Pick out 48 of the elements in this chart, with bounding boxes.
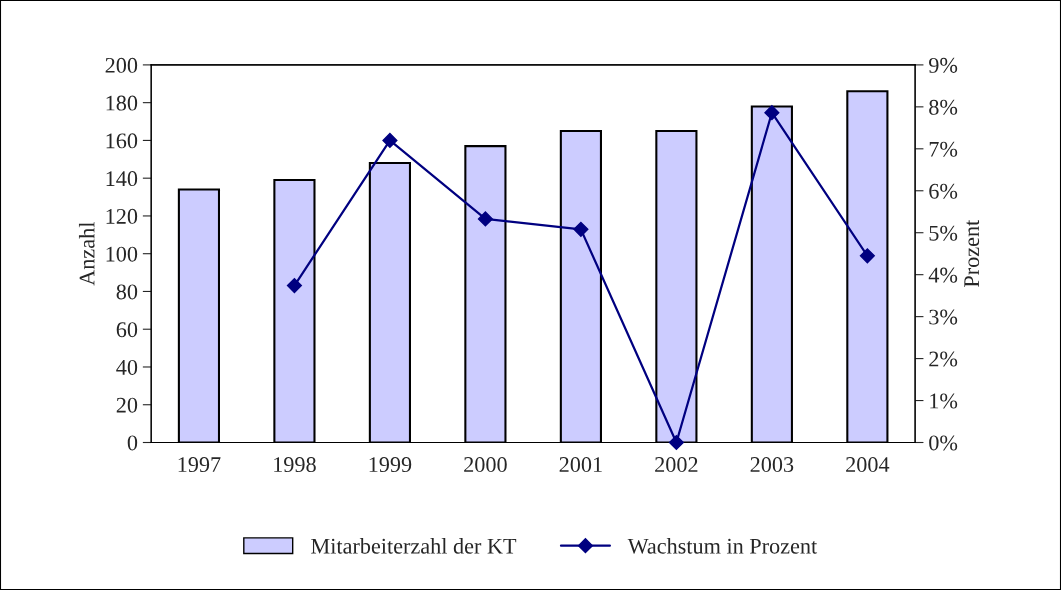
x-tick-label: 2004	[846, 457, 890, 473]
y-tick-label: 140	[106, 171, 138, 187]
bar	[368, 162, 412, 443]
y2-tick-label: 3%	[929, 309, 958, 325]
y-tick-label: 40	[116, 359, 138, 375]
x-tick-label: 2001	[559, 457, 602, 473]
point	[859, 248, 875, 264]
bar	[177, 188, 221, 443]
y-tick-label: 60	[116, 322, 138, 338]
x-tick-label: 2002	[655, 457, 698, 473]
y-tick-label: 120	[106, 208, 138, 224]
point	[668, 434, 684, 451]
point	[382, 132, 398, 148]
point	[764, 105, 780, 121]
y2-tick-label: 9%	[929, 57, 958, 73]
legend-label: Mitarbeiterzahl der KT	[311, 538, 517, 554]
y-tick-label: 160	[106, 133, 138, 149]
y2-tick-label: 6%	[929, 183, 958, 199]
y2-tick-label: 5%	[929, 225, 958, 241]
y-tick-label: 20	[116, 397, 138, 413]
y2-tick-label: 4%	[928, 267, 958, 283]
y2-tick-label: 2%	[929, 351, 958, 367]
x-tick-label: 1998	[274, 457, 316, 473]
bar	[655, 129, 698, 443]
x-tick-label: 2000	[464, 457, 507, 473]
bar	[750, 105, 793, 443]
point	[286, 278, 302, 294]
bar	[559, 129, 602, 443]
y-axis-title: Anzahl	[78, 222, 95, 286]
y-tick-label: 0	[127, 435, 138, 451]
y2-tick-label: 1%	[930, 393, 958, 409]
point	[477, 211, 493, 227]
legend-label: Wachstum in Prozent	[627, 538, 818, 554]
y-tick-label: 100	[106, 246, 138, 262]
y2-axis-title: Prozent	[964, 219, 980, 287]
bar	[846, 90, 889, 443]
bar	[464, 145, 507, 443]
bar	[273, 179, 316, 443]
x-tick-label: 2003	[750, 457, 794, 473]
y2-tick-label: 0%	[929, 435, 958, 451]
x-tick-label: 1997	[178, 457, 221, 473]
y2-tick-label: 8%	[929, 99, 958, 115]
y2-tick-label: 7%	[929, 141, 958, 157]
x-tick-label: 1999	[369, 457, 412, 473]
y-tick-label: 200	[105, 57, 138, 73]
y-tick-label: 180	[106, 95, 138, 111]
y-tick-label: 80	[116, 284, 138, 300]
point	[573, 221, 589, 237]
